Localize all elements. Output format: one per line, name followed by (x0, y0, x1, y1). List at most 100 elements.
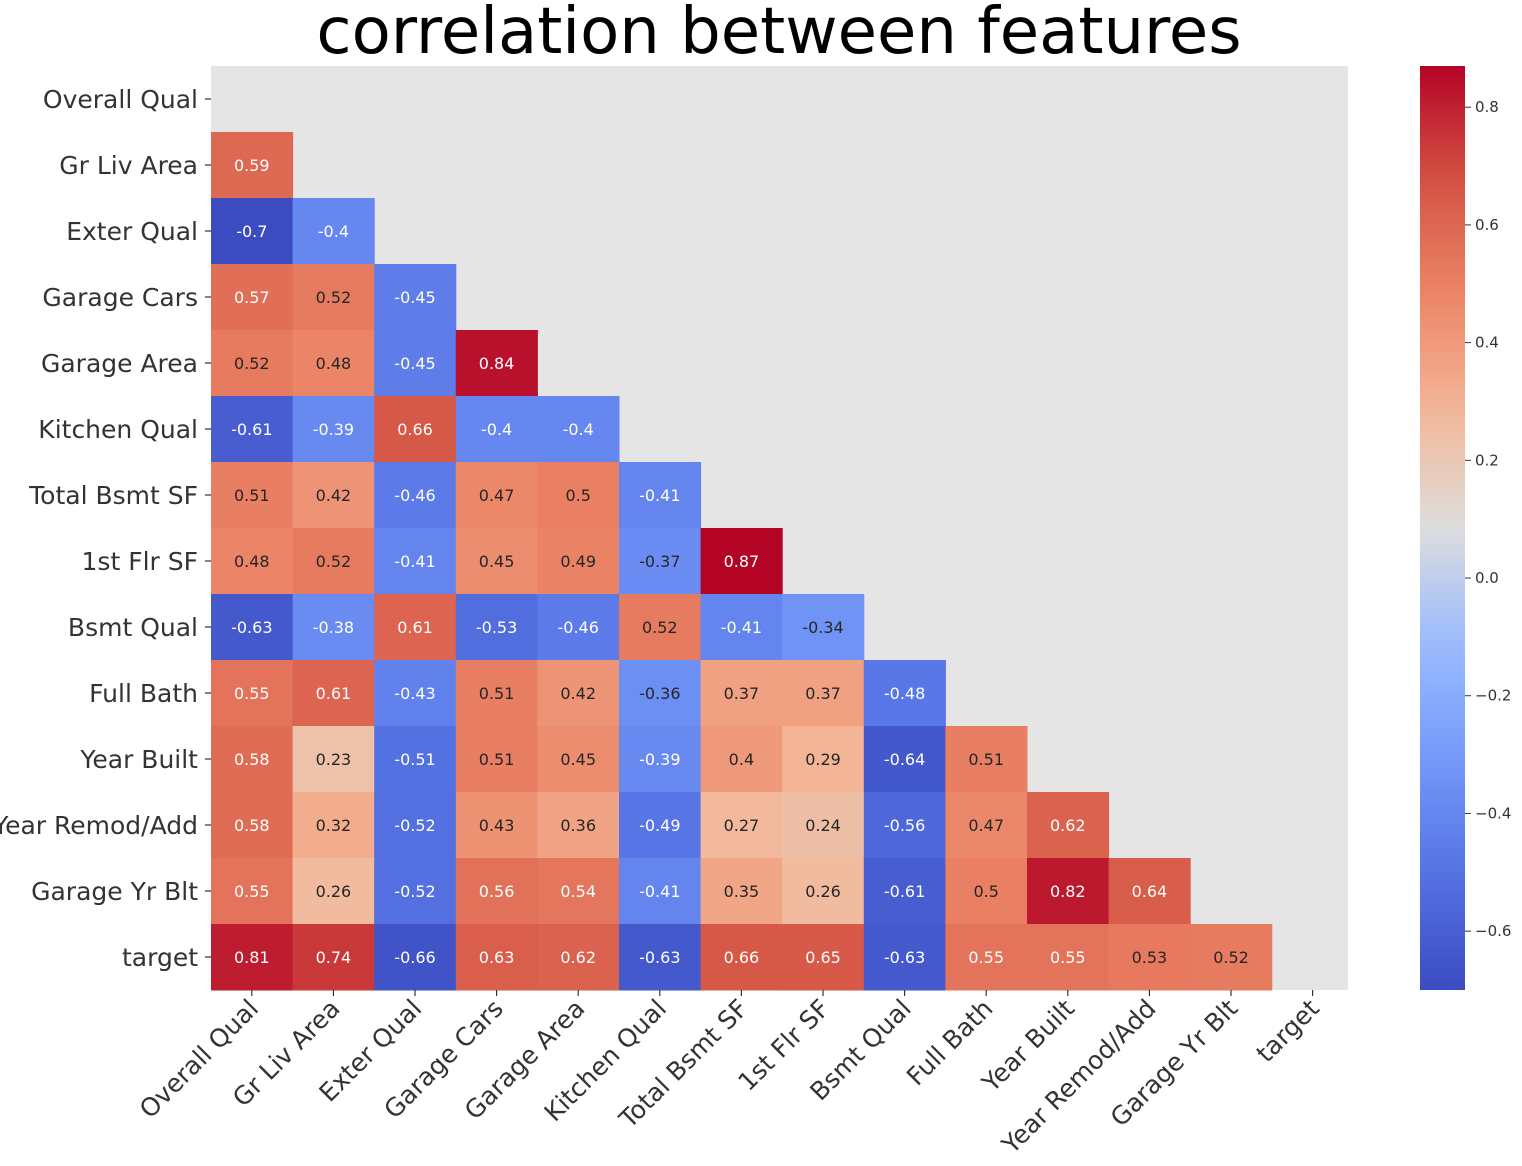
heatmap-cell (619, 726, 702, 793)
heatmap-cell (292, 858, 375, 925)
y-tick-label: Year Remod/Add (0, 811, 198, 840)
colorbar-tick-label: 0.2 (1475, 451, 1499, 469)
cell-value-label: 0.56 (479, 882, 515, 901)
heatmap-cell (211, 660, 294, 727)
cell-value-label: 0.45 (479, 552, 515, 571)
cell-value-label: -0.46 (394, 486, 435, 505)
cell-value-label: -0.48 (884, 684, 925, 703)
cell-value-label: 0.23 (316, 750, 352, 769)
y-tick-label: Gr Liv Area (59, 151, 198, 180)
heatmap-cell (374, 792, 457, 859)
heatmap-cell (374, 330, 457, 397)
cell-value-label: 0.62 (1050, 816, 1086, 835)
cell-value-label: -0.41 (721, 618, 762, 637)
heatmap-cell (292, 396, 375, 463)
heatmap-cell (455, 726, 538, 793)
cell-value-label: -0.45 (394, 288, 435, 307)
chart-title: correlation between features (316, 0, 1242, 69)
heatmap-cell (292, 726, 375, 793)
heatmap-cell (700, 726, 783, 793)
cell-value-label: 0.59 (234, 156, 270, 175)
cell-value-label: 0.61 (316, 684, 352, 703)
heatmap-cell (211, 594, 294, 661)
cell-value-label: -0.63 (884, 948, 925, 967)
heatmap-cell (537, 396, 620, 463)
heatmap-cell (1027, 792, 1110, 859)
heatmap-cell (863, 924, 946, 991)
heatmap-cell (782, 660, 865, 727)
y-tick-label: Exter Qual (66, 217, 198, 246)
heatmap-cell (782, 924, 865, 991)
colorbar-tick-label: 0.6 (1475, 216, 1499, 234)
cell-value-label: -0.52 (394, 882, 435, 901)
heatmap-cell (700, 858, 783, 925)
heatmap-cell (863, 792, 946, 859)
x-tick-label: target (1251, 994, 1325, 1068)
colorbar (1420, 66, 1465, 990)
heatmap-cell (374, 264, 457, 331)
heatmap-cell (292, 264, 375, 331)
colorbar-tick-label: 0.4 (1475, 334, 1499, 352)
heatmap-cell (863, 726, 946, 793)
heatmap-cell (537, 528, 620, 595)
cell-value-label: 0.52 (642, 618, 678, 637)
cell-value-label: -0.4 (481, 420, 512, 439)
cell-value-label: -0.61 (884, 882, 925, 901)
heatmap-cell (455, 396, 538, 463)
cell-value-label: 0.58 (234, 750, 270, 769)
y-tick-label: Bsmt Qual (68, 613, 198, 642)
cell-value-label: 0.49 (560, 552, 596, 571)
cell-value-label: -0.7 (236, 222, 267, 241)
heatmap-cell (945, 726, 1028, 793)
heatmap-cell (455, 660, 538, 727)
y-tick-label: Garage Area (41, 349, 198, 378)
colorbar-tick-label: 0.8 (1475, 98, 1499, 116)
cell-value-label: 0.82 (1050, 882, 1086, 901)
cell-value-label: 0.61 (397, 618, 433, 637)
heatmap-cell (374, 396, 457, 463)
cell-value-label: -0.56 (884, 816, 925, 835)
cell-value-label: 0.52 (316, 552, 352, 571)
cell-value-label: 0.87 (724, 552, 760, 571)
cell-value-label: 0.48 (234, 552, 270, 571)
cell-value-label: 0.52 (1213, 948, 1249, 967)
heatmap-cell (782, 726, 865, 793)
heatmap-cell (455, 594, 538, 661)
heatmap-cell (619, 594, 702, 661)
colorbar-tick-label: 0.0 (1475, 569, 1499, 587)
heatmap-cell (619, 660, 702, 727)
y-tick-label: Total Bsmt SF (28, 481, 198, 510)
cell-value-label: 0.26 (316, 882, 352, 901)
heatmap-cell (374, 462, 457, 529)
heatmap-cell (863, 660, 946, 727)
cell-value-label: -0.46 (557, 618, 598, 637)
cell-value-label: 0.63 (479, 948, 515, 967)
y-tick-label: target (122, 943, 198, 972)
cell-value-label: 0.52 (234, 354, 270, 373)
cell-value-label: 0.47 (479, 486, 515, 505)
heatmap-cell (211, 858, 294, 925)
heatmap-cell (619, 924, 702, 991)
cell-value-label: 0.53 (1132, 948, 1168, 967)
heatmap-cells: 0.59 -0.7 -0.4 0.57 0.52 -0.45 0.52 0.48 -0.45 0.… (211, 132, 1273, 991)
cell-value-label: 0.35 (724, 882, 760, 901)
heatmap-cell (782, 792, 865, 859)
cell-value-label: -0.38 (313, 618, 354, 637)
heatmap-cell (211, 462, 294, 529)
colorbar-tick-label: −0.2 (1475, 687, 1511, 705)
heatmap-cell (374, 858, 457, 925)
cell-value-label: 0.42 (316, 486, 352, 505)
heatmap-cell (945, 858, 1028, 925)
heatmap-cell (619, 462, 702, 529)
heatmap-cell (292, 198, 375, 265)
heatmap-cell (211, 198, 294, 265)
cell-value-label: -0.39 (639, 750, 680, 769)
heatmap-cell (455, 792, 538, 859)
cell-value-label: -0.52 (394, 816, 435, 835)
cell-value-label: -0.41 (639, 486, 680, 505)
cell-value-label: 0.37 (805, 684, 841, 703)
heatmap-cell (374, 594, 457, 661)
heatmap-cell (1108, 924, 1191, 991)
heatmap-cell (211, 792, 294, 859)
cell-value-label: -0.4 (563, 420, 594, 439)
